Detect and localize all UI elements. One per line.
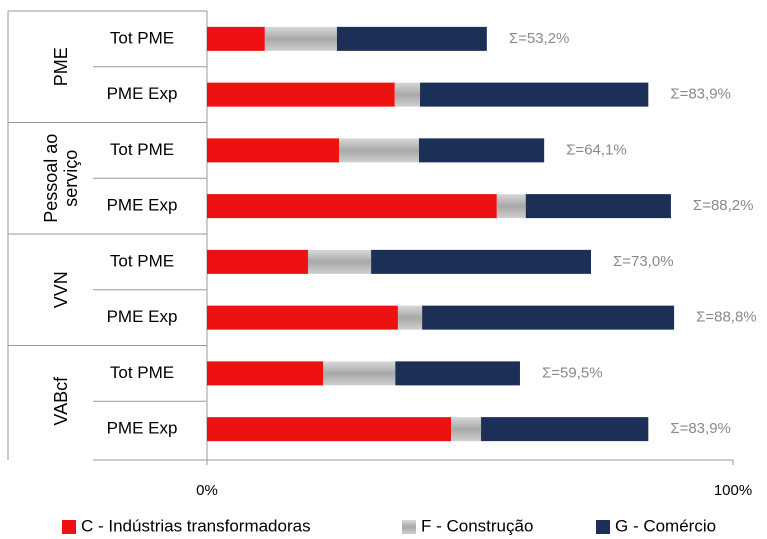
bar-segment — [323, 361, 396, 386]
group-label: Pessoal ao — [41, 134, 61, 223]
bar-segment — [207, 138, 340, 163]
y-tick-label: PME Exp — [107, 84, 178, 103]
y-tick-label: Tot PME — [110, 140, 174, 159]
bar-segment — [420, 82, 649, 107]
y-tick-label: Tot PME — [110, 363, 174, 382]
bar-segment — [481, 417, 649, 442]
bar-segment — [207, 417, 452, 442]
bar-segment — [371, 249, 591, 274]
total-label: Σ=53,2% — [509, 30, 570, 47]
bar-segment — [496, 194, 526, 219]
y-tick-label: PME Exp — [107, 196, 178, 215]
total-label: Σ=73,0% — [613, 253, 674, 270]
total-label: Σ=59,5% — [542, 364, 603, 381]
y-tick-label: PME Exp — [107, 307, 178, 326]
bar-segment — [207, 194, 497, 219]
bar-segment — [307, 249, 372, 274]
group-label: PME — [51, 47, 71, 86]
legend-swatch — [596, 520, 610, 534]
bar-segment — [336, 26, 487, 51]
bar-segment — [451, 417, 482, 442]
bar-segment — [207, 82, 395, 107]
legend-swatch — [62, 520, 76, 534]
group-label: serviço — [61, 150, 81, 207]
bar-segment — [207, 361, 324, 386]
y-tick-label: Tot PME — [110, 251, 174, 270]
total-label: Σ=83,9% — [670, 86, 731, 103]
legend-label: C - Indústrias transformadoras — [81, 516, 311, 535]
bar-segment — [207, 26, 265, 51]
bar-segment — [394, 82, 421, 107]
bar-segment — [207, 249, 308, 274]
bar-segment — [339, 138, 419, 163]
bar-segment — [525, 194, 671, 219]
legend-swatch — [402, 520, 416, 534]
total-label: Σ=88,2% — [693, 197, 754, 214]
bar-segment — [395, 361, 520, 386]
group-label: VVN — [51, 271, 71, 308]
total-label: Σ=83,9% — [670, 420, 731, 437]
total-label: Σ=64,1% — [566, 141, 627, 158]
bar-segment — [264, 26, 337, 51]
x-tick-label: 0% — [196, 482, 218, 499]
bar-segment — [397, 305, 423, 330]
x-tick-label: 100% — [714, 482, 752, 499]
bar-segment — [418, 138, 545, 163]
bar-segment — [422, 305, 675, 330]
group-label: VABcf — [51, 376, 71, 426]
y-tick-label: Tot PME — [110, 28, 174, 47]
total-label: Σ=88,8% — [696, 309, 757, 326]
y-tick-label: PME Exp — [107, 419, 178, 438]
legend-label: G - Comércio — [615, 516, 716, 535]
bar-segment — [207, 305, 398, 330]
legend-label: F - Construção — [421, 516, 533, 535]
